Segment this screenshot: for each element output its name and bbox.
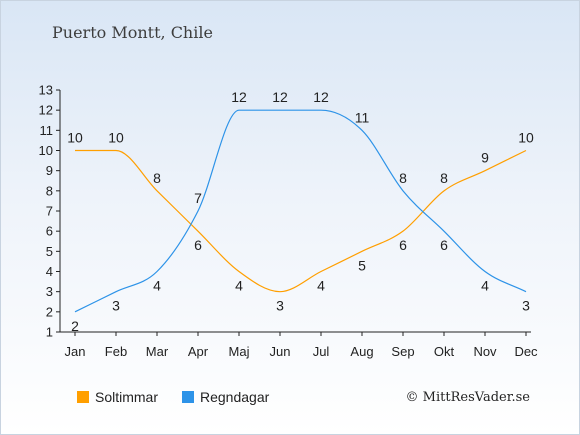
legend-swatch-soltimmar — [77, 391, 89, 403]
x-tick-label: Apr — [188, 344, 209, 359]
data-label-regndagar: 12 — [272, 89, 288, 105]
data-label-regndagar: 3 — [522, 298, 530, 314]
credit-text: © MittResVader.se — [405, 390, 530, 405]
y-tick-label: 8 — [46, 183, 53, 198]
legend-item-regndagar: Regndagar — [182, 389, 269, 405]
data-label-soltimmar: 6 — [194, 237, 202, 253]
x-tick-label: Maj — [229, 344, 250, 359]
data-label-regndagar: 7 — [194, 190, 202, 206]
data-label-soltimmar: 10 — [67, 130, 83, 146]
x-tick-label: Jan — [65, 344, 86, 359]
data-label-soltimmar: 3 — [276, 298, 284, 314]
series-line-regndagar — [74, 109, 527, 313]
data-label-soltimmar: 8 — [153, 170, 161, 186]
y-tick-label: 4 — [46, 264, 53, 279]
data-label-soltimmar: 4 — [235, 278, 243, 294]
legend-swatch-regndagar — [182, 391, 194, 403]
data-label-soltimmar: 5 — [358, 257, 366, 273]
y-tick-label: 13 — [39, 83, 53, 98]
y-tick-label: 11 — [40, 123, 54, 138]
y-tick-label: 1 — [46, 325, 53, 340]
x-tick-label: Jun — [270, 344, 291, 359]
legend-label-regndagar: Regndagar — [200, 389, 270, 405]
data-label-soltimmar: 6 — [399, 237, 407, 253]
data-label-regndagar: 4 — [481, 278, 489, 294]
data-label-regndagar: 12 — [313, 89, 329, 105]
data-label-soltimmar: 10 — [518, 130, 534, 146]
series-line-soltimmar — [75, 149, 527, 293]
y-tick-label: 6 — [46, 224, 53, 239]
data-label-regndagar: 8 — [399, 170, 407, 186]
data-label-soltimmar: 8 — [440, 170, 448, 186]
y-tick-label: 7 — [46, 204, 53, 219]
y-tick-label: 12 — [39, 103, 53, 118]
data-label-regndagar: 11 — [355, 109, 370, 125]
chart-title: Puerto Montt, Chile — [52, 23, 213, 42]
x-tick-label: Okt — [434, 344, 455, 359]
data-label-regndagar: 4 — [153, 278, 161, 294]
legend-label-soltimmar: Soltimmar — [95, 389, 159, 405]
x-tick-label: Nov — [473, 344, 497, 359]
y-tick-label: 10 — [39, 143, 53, 158]
data-label-regndagar: 12 — [231, 89, 247, 105]
x-tick-label: Mar — [146, 344, 169, 359]
data-label-regndagar: 3 — [112, 298, 120, 314]
y-tick-label: 9 — [46, 163, 53, 178]
x-tick-label: Sep — [391, 344, 414, 359]
data-label-soltimmar: 10 — [108, 130, 124, 146]
x-tick-label: Aug — [350, 344, 373, 359]
x-tick-label: Jul — [313, 344, 330, 359]
y-tick-label: 5 — [46, 244, 53, 259]
x-tick-label: Dec — [514, 344, 538, 359]
y-tick-label: 3 — [46, 284, 53, 299]
data-label-regndagar: 6 — [440, 237, 448, 253]
data-label-soltimmar: 4 — [317, 278, 325, 294]
x-tick-label: Feb — [105, 344, 127, 359]
legend-item-soltimmar: Soltimmar — [77, 389, 158, 405]
y-tick-label: 2 — [46, 304, 53, 319]
data-label-regndagar: 2 — [71, 318, 79, 334]
data-label-soltimmar: 9 — [481, 150, 489, 166]
